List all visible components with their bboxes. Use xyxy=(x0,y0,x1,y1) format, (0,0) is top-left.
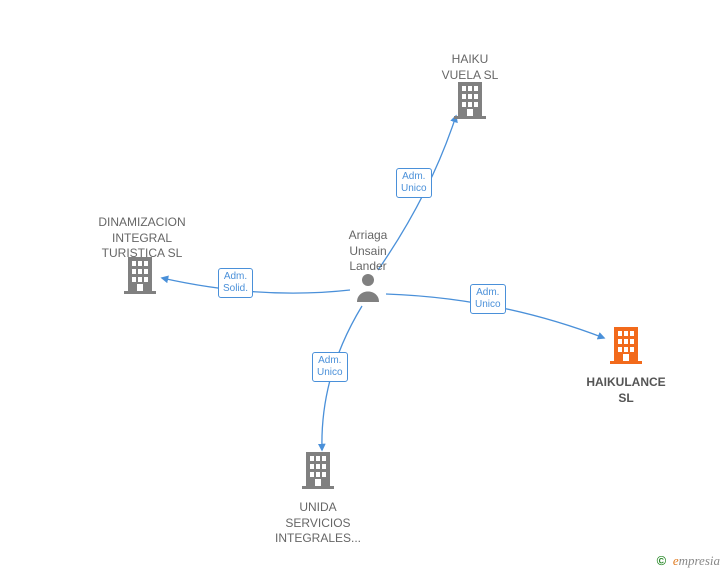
node-dinamizacion: DINAMIZACION INTEGRAL TURISTICA SL xyxy=(87,215,197,262)
node-haikulance: HAIKULANCE SL xyxy=(571,375,681,406)
node-haiku_vuela: HAIKU VUELA SL xyxy=(415,52,525,83)
node-label-dinamizacion: DINAMIZACION INTEGRAL TURISTICA SL xyxy=(87,215,197,262)
node-unida: UNIDA SERVICIOS INTEGRALES... xyxy=(263,500,373,547)
building-icon-haiku_vuela xyxy=(454,82,486,119)
center-label: Arriaga Unsain Lander xyxy=(328,228,408,275)
building-icon-unida xyxy=(302,452,334,489)
edge-label-haiku_vuela: Adm. Unico xyxy=(396,168,432,198)
building-icon-haikulance xyxy=(610,327,642,364)
node-label-haiku_vuela: HAIKU VUELA SL xyxy=(415,52,525,83)
person-icon xyxy=(357,274,379,302)
edge-label-unida: Adm. Unico xyxy=(312,352,348,382)
center-node: Arriaga Unsain Lander xyxy=(328,228,408,275)
diagram-canvas xyxy=(0,0,728,575)
edge-dinamizacion xyxy=(162,278,350,293)
building-icon-dinamizacion xyxy=(124,257,156,294)
edge-label-dinamizacion: Adm. Solid. xyxy=(218,268,253,298)
edge-label-haikulance: Adm. Unico xyxy=(470,284,506,314)
node-label-haikulance: HAIKULANCE SL xyxy=(571,375,681,406)
watermark: © empresia xyxy=(657,553,720,569)
node-label-unida: UNIDA SERVICIOS INTEGRALES... xyxy=(263,500,373,547)
brand-rest: mpresia xyxy=(679,553,720,568)
copyright-symbol: © xyxy=(657,553,667,568)
